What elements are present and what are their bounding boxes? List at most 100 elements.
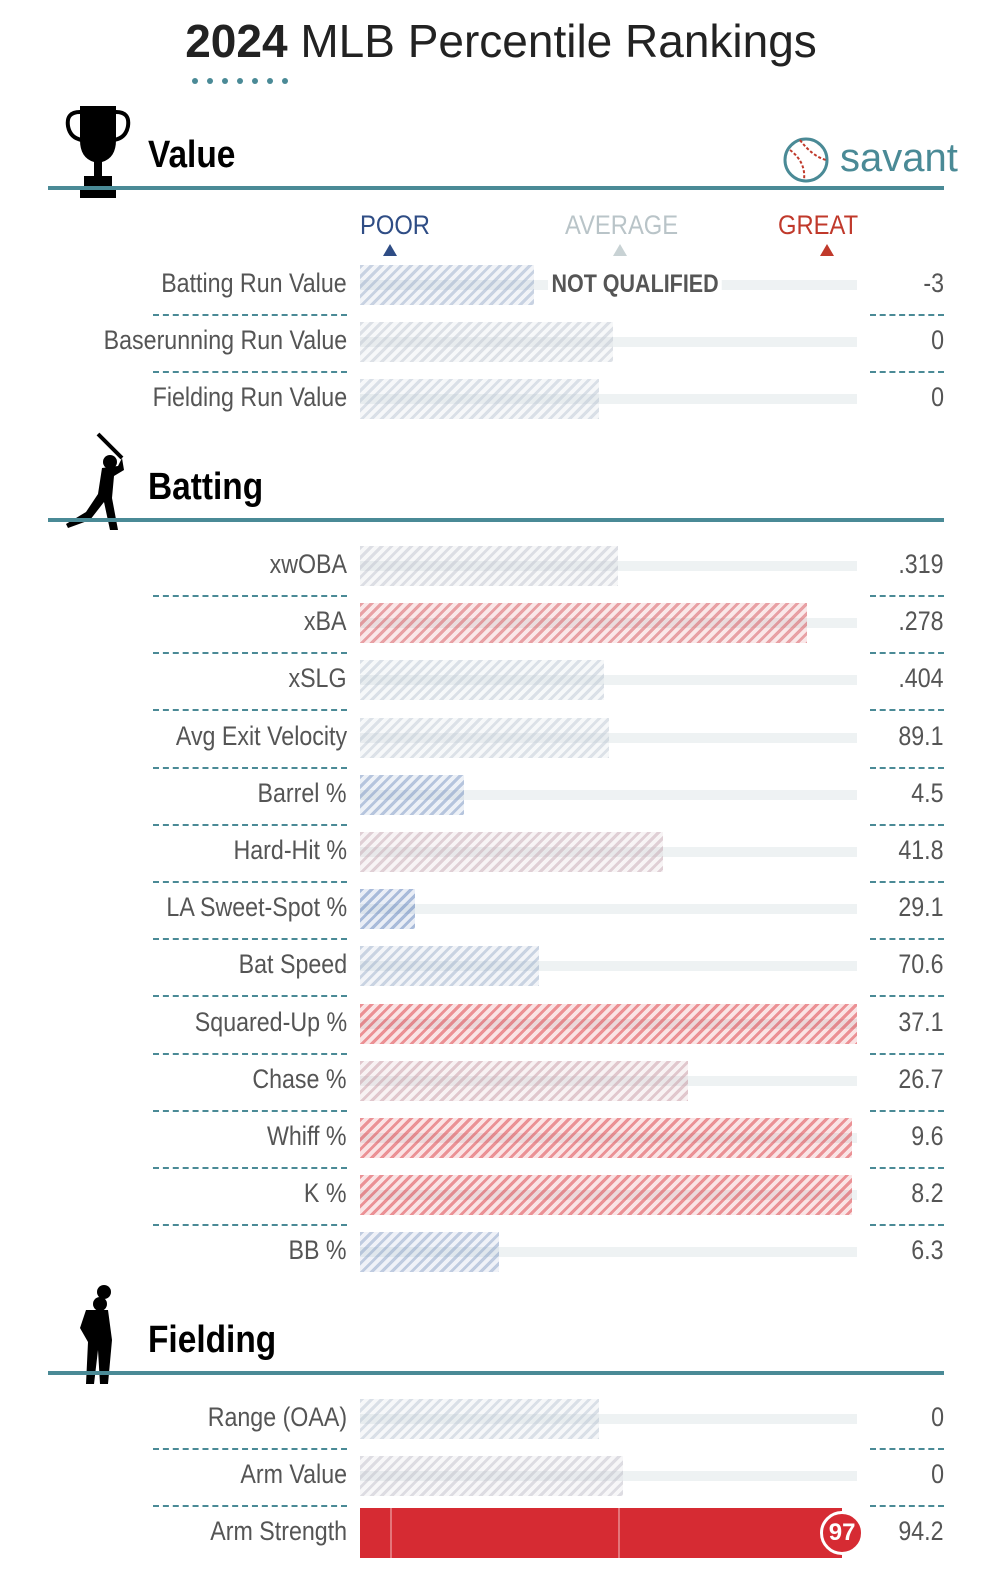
row-label: Arm Value (240, 1459, 347, 1490)
row-divider (153, 371, 347, 374)
section-title: Fielding (148, 1319, 277, 1361)
row-divider (153, 938, 347, 941)
row-label: Squared-Up % (194, 1006, 347, 1037)
tick-line (389, 1508, 392, 1559)
row-divider (153, 595, 347, 597)
row-stat: 0 (931, 1402, 944, 1432)
row-stat: .278 (898, 606, 944, 637)
scale-average: AVERAGE (565, 210, 679, 240)
row-stat: 41.8 (898, 835, 944, 865)
row-label: Hard-Hit % (233, 835, 347, 865)
percentile-bar (360, 1232, 500, 1273)
section-title: Value (148, 134, 236, 176)
page-title: 2024 MLB Percentile Rankings (0, 14, 1002, 68)
row-divider (153, 766, 347, 769)
row-divider (870, 1052, 944, 1055)
row-stat: 29.1 (898, 892, 944, 923)
section-rule (48, 1371, 944, 1375)
title-year: 2024 (185, 15, 288, 67)
percentile-bar (360, 1456, 624, 1497)
savant-logo (783, 137, 829, 183)
row-label: Arm Strength (210, 1516, 347, 1547)
row-label: xSLG (288, 663, 347, 694)
row-divider (870, 766, 944, 769)
row-divider (870, 314, 944, 316)
row-divider (870, 709, 944, 712)
bar-track (360, 394, 857, 405)
percentile-bar (360, 946, 539, 987)
row-divider (153, 1052, 347, 1055)
row-stat: .319 (898, 549, 944, 579)
row-stat: .404 (898, 663, 944, 694)
row-label: xwOBA (269, 549, 347, 579)
row-stat: 4.5 (911, 777, 944, 808)
row-divider (870, 1109, 944, 1112)
row-stat: -3 (923, 268, 944, 298)
row-divider (870, 1167, 944, 1169)
brand: savant (840, 136, 958, 180)
percentile-bar (360, 603, 808, 644)
bar-track (360, 904, 857, 915)
row-stat: 8.2 (911, 1178, 944, 1209)
bar-track (360, 675, 857, 686)
percentile-bar (360, 832, 664, 872)
row-stat: 0 (931, 325, 944, 356)
percentile-badge: 97 (820, 1511, 865, 1556)
row-divider (153, 1448, 347, 1450)
row-divider (153, 709, 347, 712)
row-label: K % (304, 1178, 347, 1209)
row-divider (153, 1505, 347, 1508)
fielder-icon (80, 1285, 112, 1384)
row-divider (153, 1224, 347, 1227)
scale-great: GREAT (778, 210, 859, 240)
percentile-bar (360, 1060, 689, 1101)
row-divider (153, 1167, 347, 1169)
row-label: Batting Run Value (161, 268, 347, 298)
row-label: Barrel % (257, 777, 347, 808)
percentile-bar (360, 889, 415, 930)
percentile-bar (360, 322, 614, 363)
row-divider (870, 371, 944, 374)
row-label: Chase % (252, 1063, 347, 1094)
row-divider (870, 938, 944, 941)
percentile-bar (360, 546, 619, 586)
row-stat: 9.6 (911, 1121, 944, 1151)
row-label: Baserunning Run Value (103, 325, 347, 356)
row-divider (870, 595, 944, 597)
bar-track (360, 789, 857, 800)
percentile-bar (360, 1003, 857, 1044)
batter-icon (66, 432, 124, 530)
row-label: Fielding Run Value (152, 382, 347, 413)
section-rule (48, 186, 944, 190)
section-title: Batting (148, 466, 264, 508)
percentile-bar (360, 1118, 853, 1158)
section-rule (48, 518, 944, 522)
percentile-bar (360, 1399, 599, 1439)
row-stat: 0 (931, 382, 944, 413)
row-label: Bat Speed (238, 949, 347, 980)
row-stat: 89.1 (898, 720, 944, 751)
row-stat: 6.3 (911, 1235, 944, 1266)
tick-line (618, 1508, 621, 1559)
percentile-bar (360, 265, 534, 305)
row-stat: 70.6 (898, 949, 944, 980)
row-divider (153, 995, 347, 998)
row-divider (870, 1505, 944, 1508)
percentile-bar (360, 774, 465, 815)
scale-poor: POOR (360, 210, 430, 240)
row-label: Whiff % (267, 1121, 347, 1151)
row-stat: 26.7 (898, 1063, 944, 1094)
row-divider (870, 652, 944, 655)
row-divider (870, 881, 944, 883)
title-dots (192, 78, 288, 84)
percentile-bar (360, 1508, 843, 1559)
percentile-bar (360, 660, 604, 701)
row-stat: 94.2 (898, 1516, 944, 1547)
row-label: BB % (288, 1235, 347, 1266)
row-label: LA Sweet-Spot % (166, 892, 347, 923)
percentile-bar (360, 379, 599, 420)
trophy-icon (65, 106, 131, 198)
bar-track (360, 1414, 857, 1424)
bar-track (360, 732, 857, 743)
